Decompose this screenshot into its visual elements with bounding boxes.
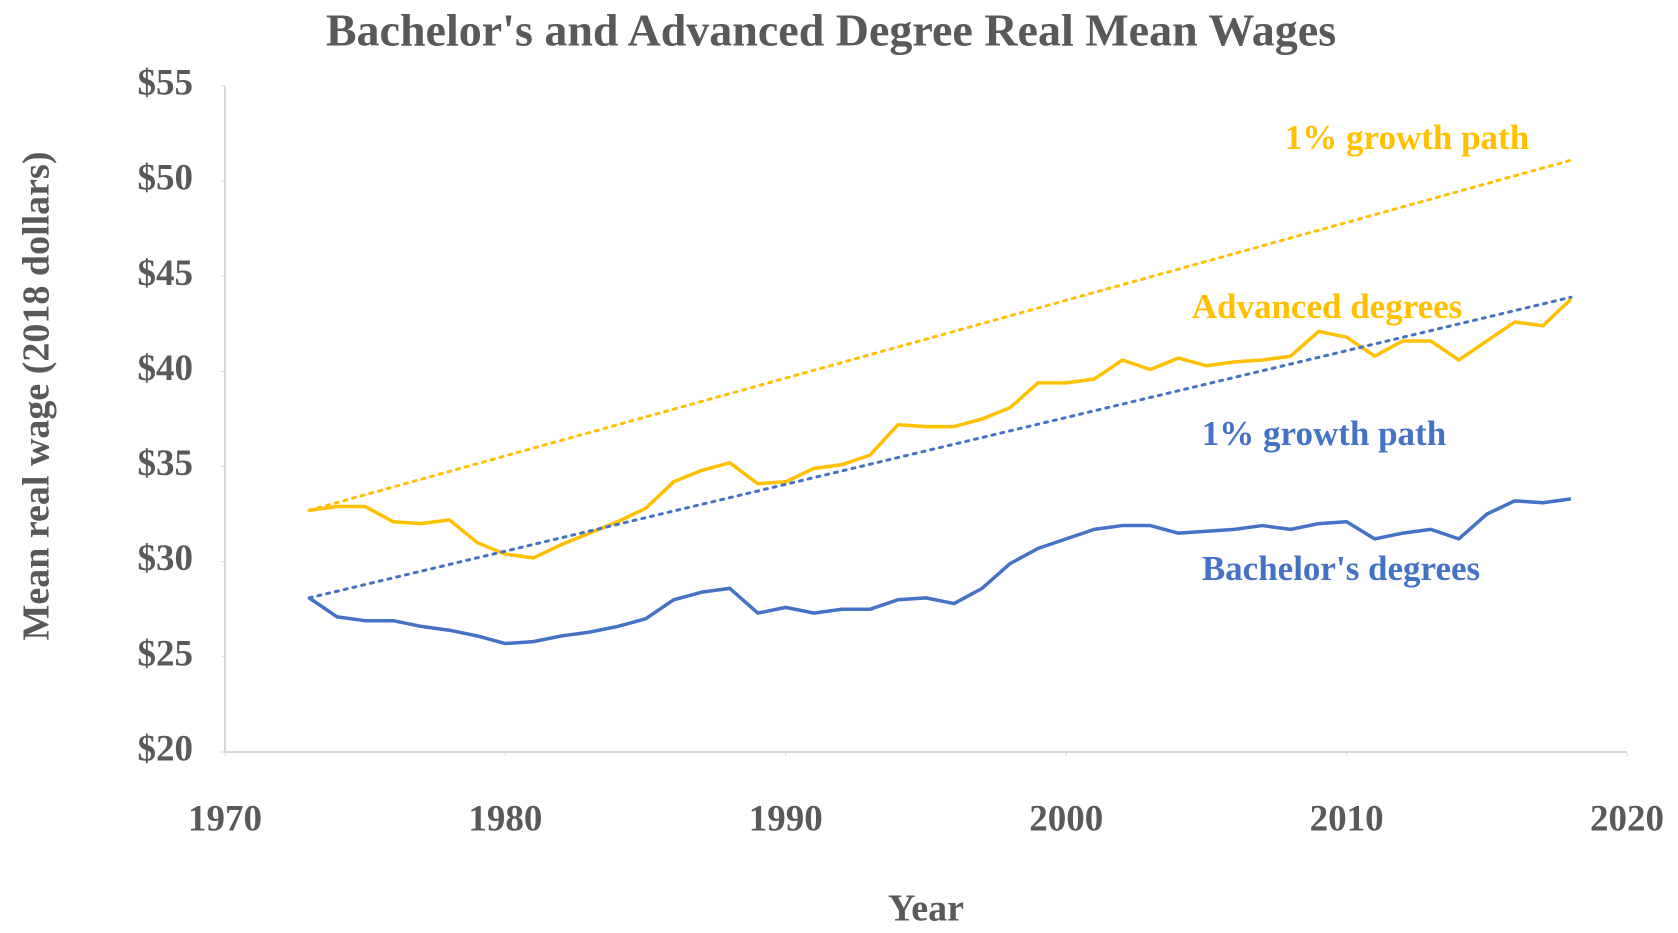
chart-title: Bachelor's and Advanced Degree Real Mean… bbox=[326, 5, 1336, 56]
series-label: Advanced degrees bbox=[1192, 287, 1463, 326]
y-tick-label: $45 bbox=[138, 253, 194, 294]
x-tick-label: 1970 bbox=[188, 798, 262, 839]
y-tick-label: $20 bbox=[138, 728, 194, 769]
series-label: 1% growth path bbox=[1285, 118, 1529, 157]
series-label: 1% growth path bbox=[1202, 414, 1446, 453]
x-tick-label: 2000 bbox=[1029, 798, 1103, 839]
series-line bbox=[307, 295, 1573, 600]
series-label: Bachelor's degrees bbox=[1202, 549, 1480, 588]
x-tick-label: 1980 bbox=[468, 798, 542, 839]
y-tick-label: $30 bbox=[138, 538, 194, 579]
y-tick-label: $55 bbox=[138, 62, 194, 103]
series-line bbox=[308, 497, 1572, 646]
y-tick-label: $50 bbox=[138, 158, 194, 199]
y-tick-label: $35 bbox=[138, 443, 194, 484]
y-tick-label: $25 bbox=[138, 633, 194, 674]
y-tick-label: $40 bbox=[138, 348, 194, 389]
x-tick-label: 2010 bbox=[1310, 798, 1384, 839]
x-tick-label: 2020 bbox=[1590, 798, 1664, 839]
series-line bbox=[307, 158, 1573, 512]
x-tick-label: 1990 bbox=[749, 798, 823, 839]
x-axis-label: Year bbox=[888, 888, 964, 930]
y-axis-label: Mean real wage (2018 dollars) bbox=[16, 152, 58, 641]
